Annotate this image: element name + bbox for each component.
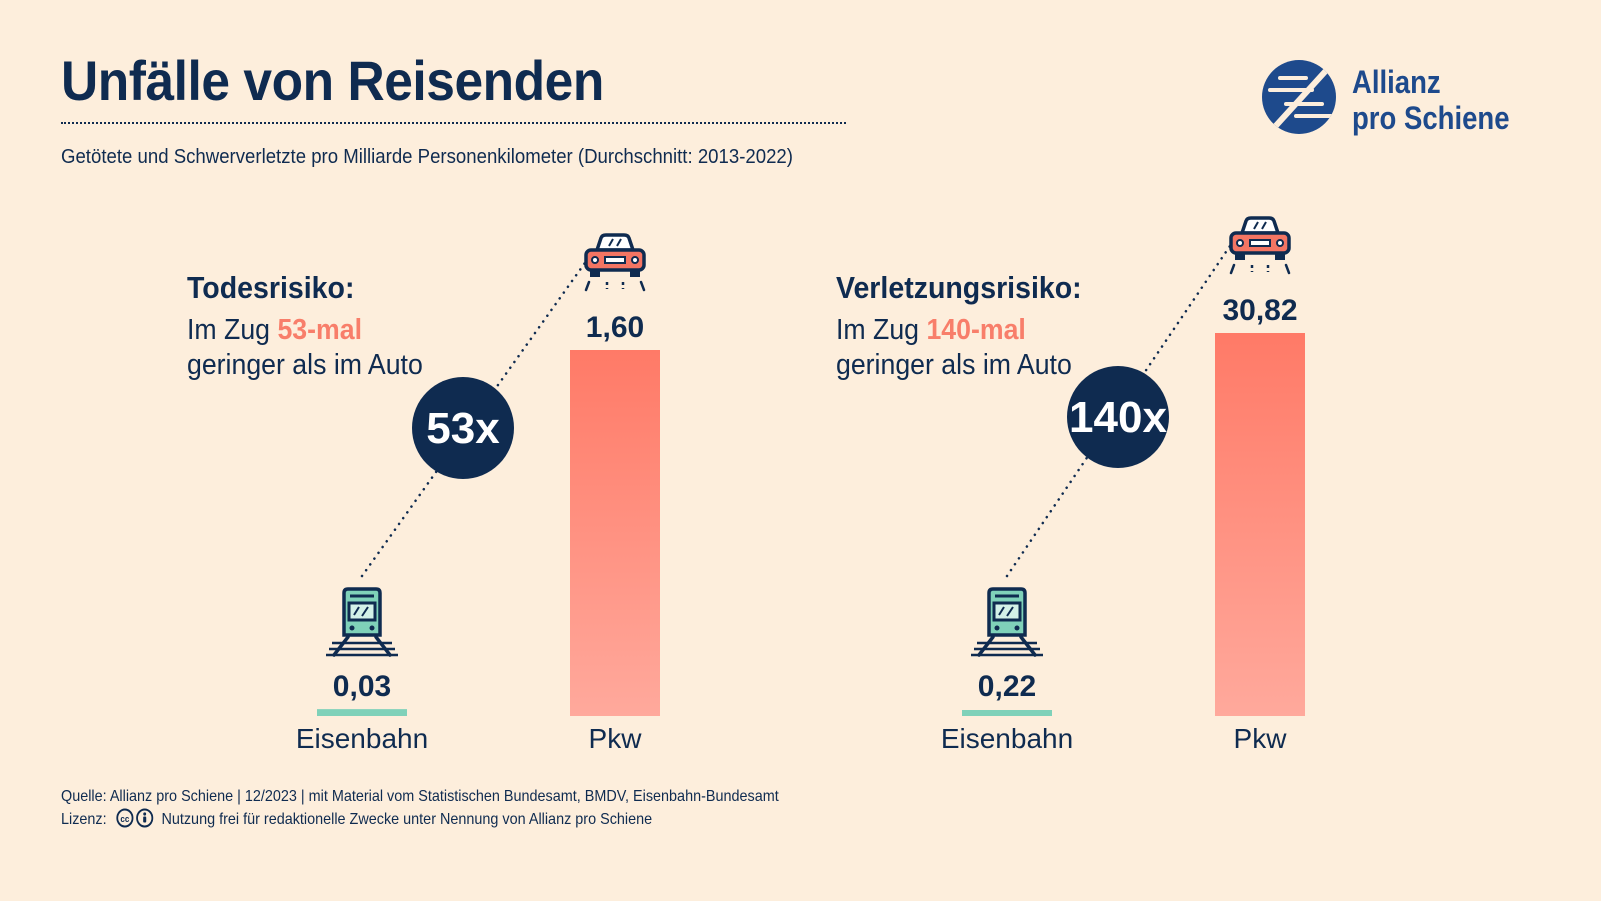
value-label-pkw: 30,82 [1222,294,1297,327]
ratio-label: 53x [426,404,500,453]
license-text: Nutzung frei für redaktionelle Zwecke un… [161,811,653,828]
panel-heading: Todesrisiko: [187,270,355,305]
chart-subtitle: Getötete und Schwerverletzte pro Milliar… [61,146,793,168]
connector-line [360,258,589,578]
category-label-pkw: Pkw [589,723,643,754]
ratio-label: 140x [1069,393,1167,442]
desc-prefix: Im Zug [187,314,278,346]
title-divider [61,122,846,124]
connector-line [1005,241,1234,578]
car-icon [584,233,646,292]
bar-pkw [1215,333,1305,716]
panel-description: Im Zug 53-mal geringer als im Auto [187,313,423,383]
license-label: Lizenz: [61,811,107,828]
bar-eisenbahn [962,710,1052,716]
train-icon [971,587,1043,657]
value-label-eisenbahn: 0,03 [333,670,391,703]
creative-commons-icon: cc [116,808,154,828]
category-label-eisenbahn: Eisenbahn [941,723,1073,754]
train-icon [326,587,398,657]
page-title: Unfälle von Reisenden [61,49,604,112]
bar-pkw [570,350,660,716]
logo-line-1: Allianz [1352,64,1441,100]
logo-line-2: pro Schiene [1352,100,1510,136]
category-label-eisenbahn: Eisenbahn [296,723,428,754]
car-icon [1229,216,1291,275]
desc-line-2: geringer als im Auto [187,349,423,381]
desc-highlight: 53-mal [277,314,362,346]
svg-text:cc: cc [121,814,130,825]
value-label-pkw: 1,60 [586,311,644,344]
category-label-pkw: Pkw [1234,723,1288,754]
allianz-pro-schiene-logo: Allianz pro Schiene [1262,60,1522,140]
footer: Quelle: Allianz pro Schiene | 12/2023 | … [61,786,779,831]
ratio-badge [412,377,514,479]
panel-description: Im Zug 140-mal geringer als im Auto [836,313,1072,383]
logo-mark-icon [1262,60,1336,134]
ratio-badge [1067,366,1169,468]
bar-eisenbahn [317,709,407,716]
panel-heading: Verletzungsrisiko: [836,270,1082,305]
desc-highlight: 140-mal [926,314,1026,346]
desc-line-2: geringer als im Auto [836,349,1072,381]
desc-prefix: Im Zug [836,314,927,346]
value-label-eisenbahn: 0,22 [978,670,1036,703]
source-note: Quelle: Allianz pro Schiene | 12/2023 | … [61,788,779,805]
